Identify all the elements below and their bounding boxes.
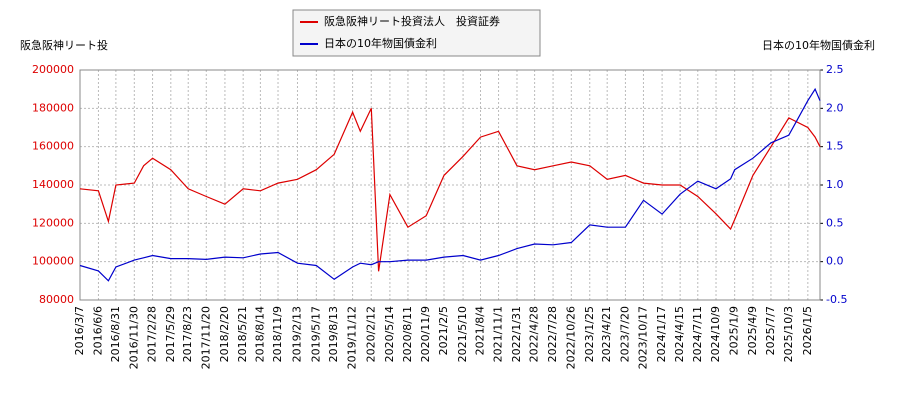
y-tick-label: 100000 [32,255,74,268]
y-tick-label: 200000 [32,63,74,76]
y-tick-label: 120000 [32,216,74,229]
legend-label: 日本の10年物国債金利 [324,36,437,50]
x-tick-label: 2023/10/17 [636,306,649,369]
x-tick-label: 2016/11/30 [127,306,140,369]
y2-tick-label: 2.5 [826,63,844,76]
y2-tick-label: 0.0 [826,255,844,268]
x-tick-label: 2025/10/3 [782,306,795,362]
x-tick-label: 2024/1/17 [655,306,668,362]
x-tick-label: 2018/8/14 [253,306,266,362]
series-line [79,108,821,272]
legend-label: 阪急阪神リート投資法人 投資証券 [324,14,500,28]
x-tick-label: 2024/7/11 [691,306,704,362]
x-tick-label: 2020/2/12 [364,306,377,362]
y2-tick-label: -0.5 [826,293,847,306]
x-tick-label: 2026/1/5 [801,306,814,355]
x-tick-label: 2021/5/10 [456,306,469,362]
plot-frame [79,69,821,301]
x-tick-label: 2016/6/6 [91,306,104,355]
x-tick-label: 2025/7/7 [764,306,777,355]
y2-tick-label: 1.0 [826,178,844,191]
x-tick-label: 2017/2/28 [146,306,159,362]
x-tick-label: 2022/4/28 [528,306,541,362]
x-tick-label: 2021/2/5 [437,306,450,355]
legend-box [292,9,541,57]
x-tick-label: 2024/10/9 [709,306,722,362]
x-tick-label: 2023/4/21 [600,306,613,362]
x-tick-label: 2017/11/20 [199,306,212,369]
x-tick-label: 2025/4/9 [746,306,759,355]
y-tick-label: 180000 [32,101,74,114]
x-tick-label: 2020/11/9 [419,306,432,362]
y2-tick-label: 1.5 [826,140,844,153]
x-tick-label: 2019/11/12 [346,306,359,369]
x-tick-label: 2019/5/17 [309,306,322,362]
series-line [79,87,821,282]
x-tick-label: 2017/8/23 [181,306,194,362]
y-tick-label: 80000 [39,293,74,306]
x-tick-label: 2022/7/28 [546,306,559,362]
x-tick-label: 2016/3/7 [73,306,86,355]
x-tick-label: 2019/8/13 [327,306,340,362]
x-tick-label: 2022/1/31 [510,306,523,362]
x-tick-label: 2019/2/13 [290,306,303,362]
y-tick-label: 140000 [32,178,74,191]
y-tick-label: 160000 [32,140,74,153]
x-tick-label: 2023/1/25 [583,306,596,362]
y2-tick-label: 2.0 [826,101,844,114]
y2-axis-label: 日本の10年物国債金利 [762,38,875,52]
x-tick-label: 2018/5/21 [236,306,249,362]
x-tick-label: 2023/7/20 [618,306,631,362]
x-tick-label: 2021/11/1 [492,306,505,362]
x-tick-label: 2016/8/31 [109,306,122,362]
x-tick-label: 2024/4/15 [673,306,686,362]
x-tick-label: 2017/5/29 [164,306,177,362]
y-axis-label: 阪急阪神リート投 [20,38,108,52]
x-tick-label: 2020/8/11 [401,306,414,362]
y2-tick-label: 0.5 [826,216,844,229]
x-tick-label: 2022/10/26 [564,306,577,369]
x-tick-label: 2021/8/4 [474,306,487,355]
x-tick-label: 2025/1/9 [728,306,741,355]
x-tick-label: 2018/2/20 [218,306,231,362]
x-tick-label: 2020/5/14 [383,306,396,362]
x-tick-label: 2018/11/9 [271,306,284,362]
